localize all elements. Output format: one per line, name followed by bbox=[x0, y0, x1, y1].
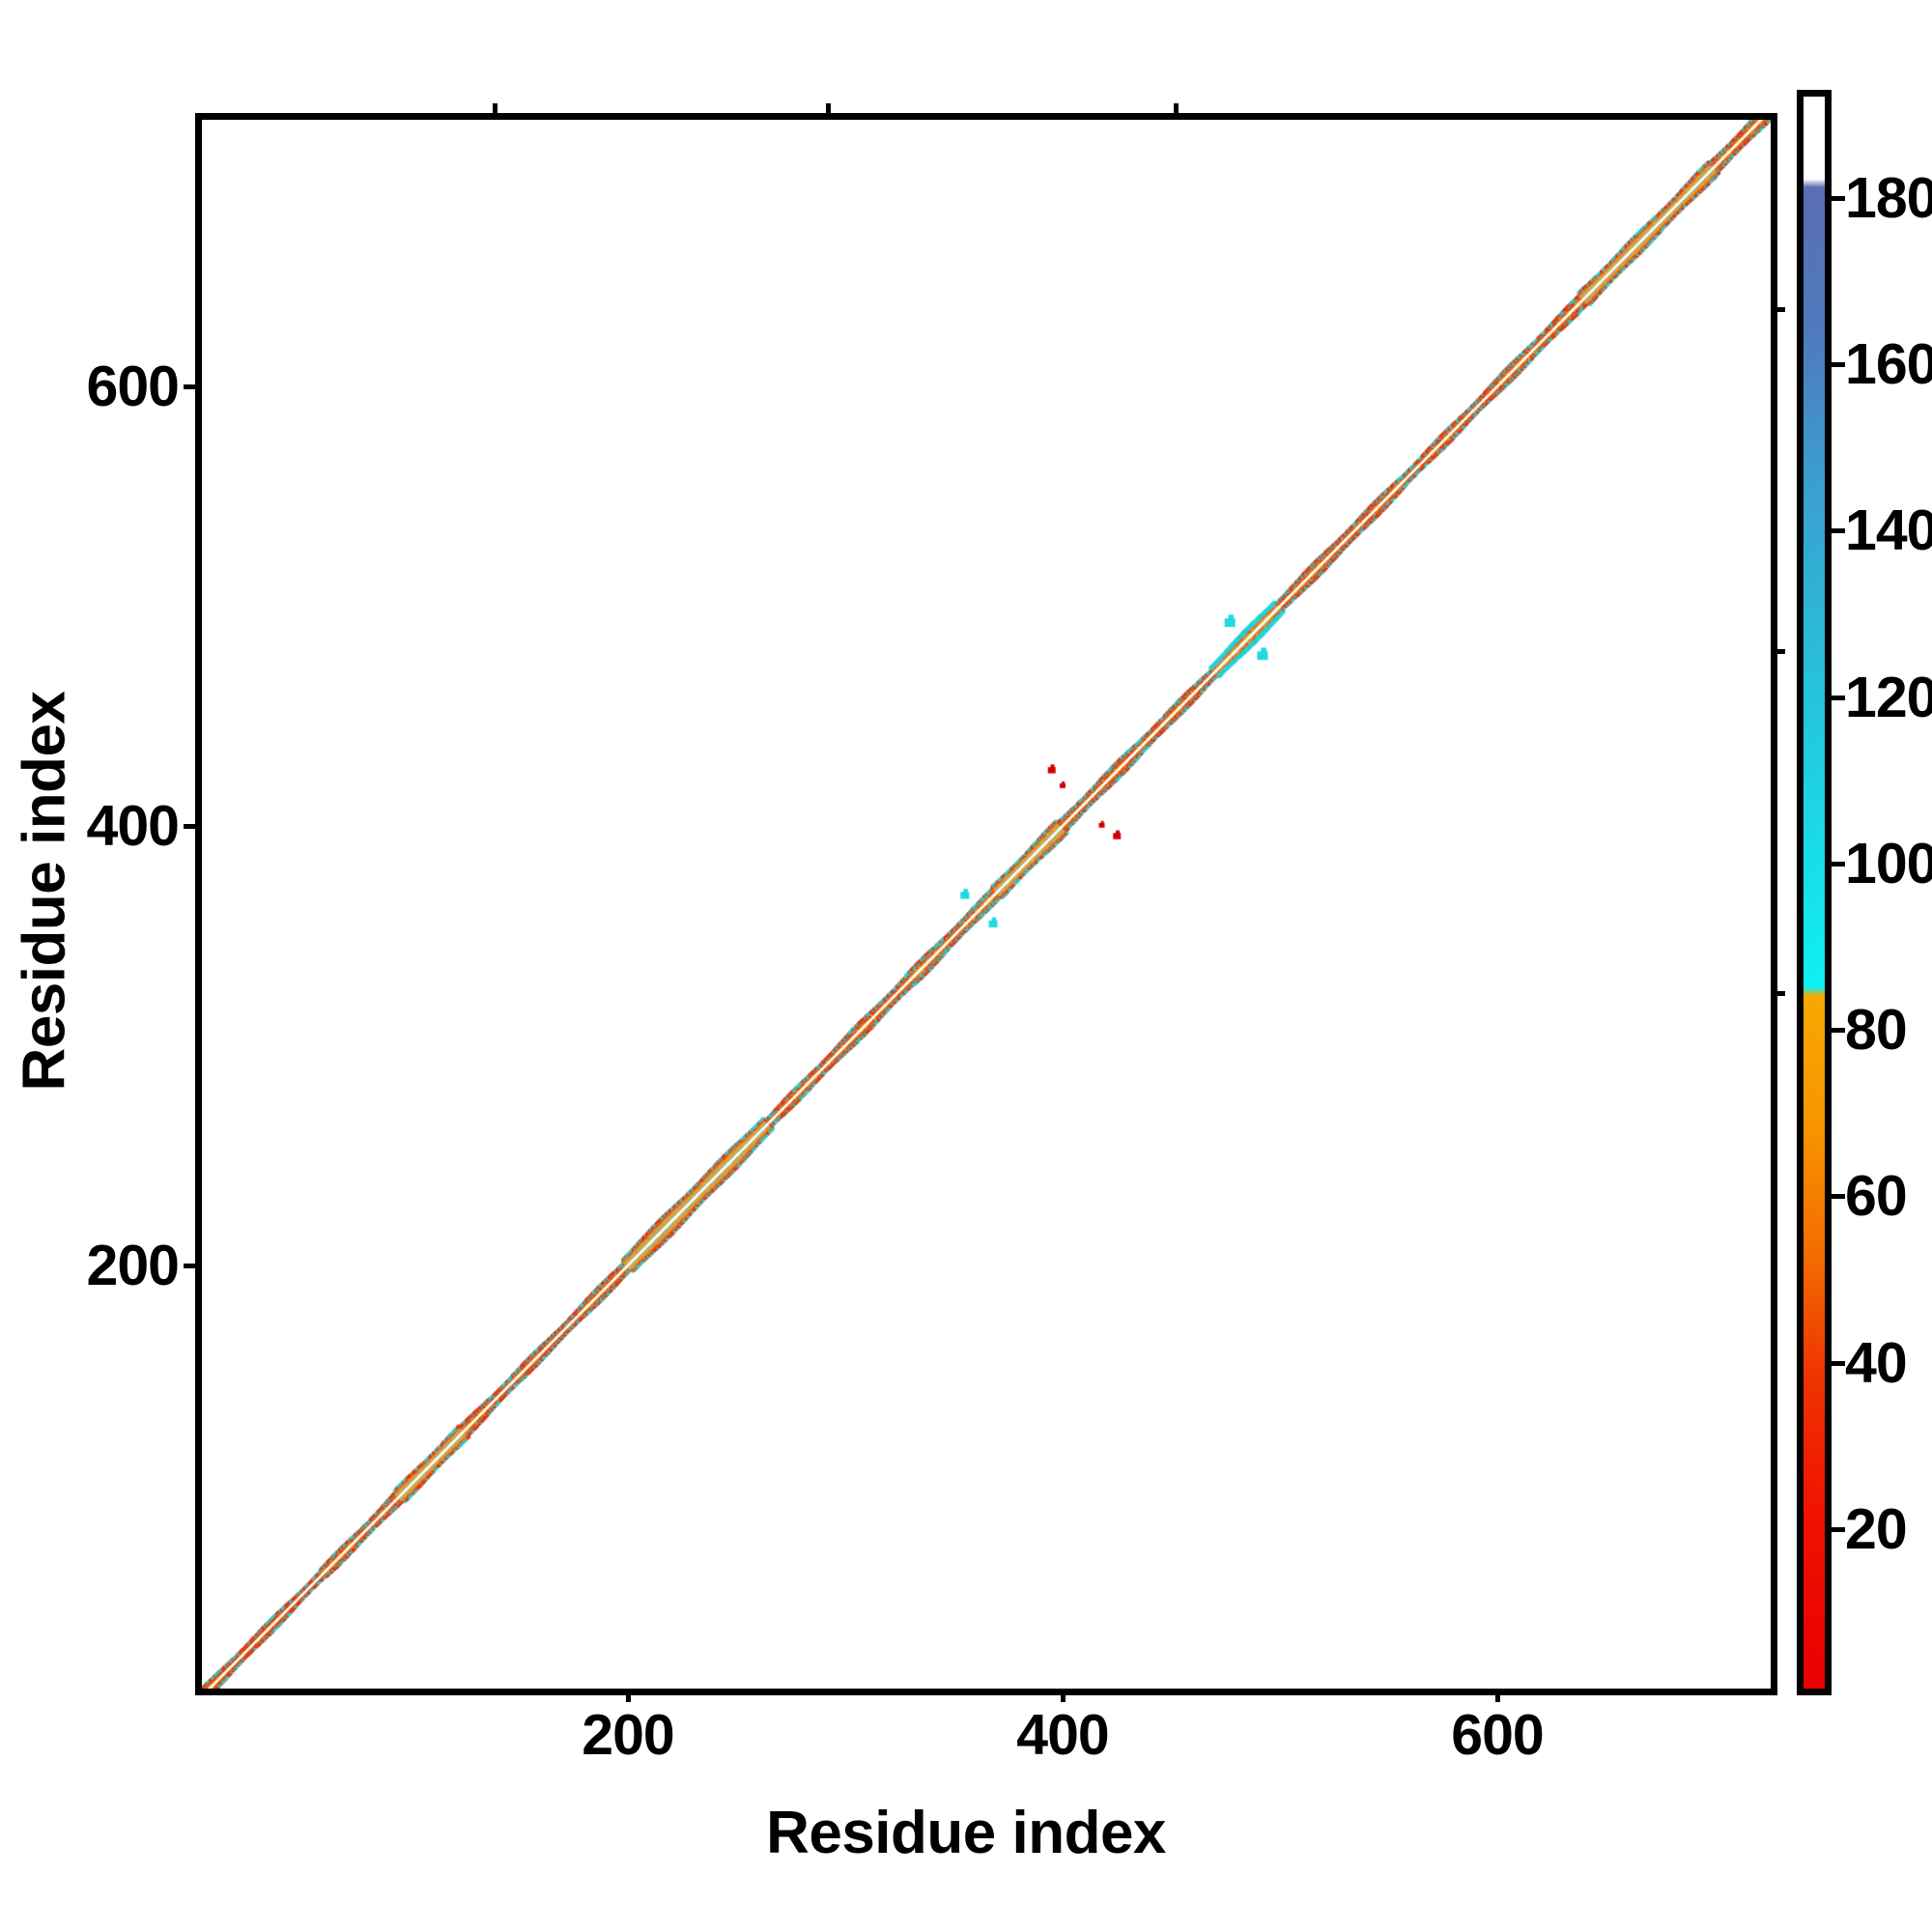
y-tick-label-600: 600 bbox=[86, 355, 180, 418]
y-tick-label-400: 400 bbox=[86, 794, 180, 858]
colorbar-tick-label-140: 140 bbox=[1845, 498, 1932, 563]
colorbar-tick-mark-60 bbox=[1832, 1194, 1845, 1200]
colorbar-tick-label-100: 100 bbox=[1845, 831, 1932, 895]
x-tick-mark-top-2 bbox=[1174, 103, 1179, 115]
colorbar-tick-mark-120 bbox=[1832, 695, 1845, 700]
colorbar-gradient bbox=[1804, 97, 1825, 1689]
y-tick-mark-200 bbox=[184, 1264, 197, 1268]
colorbar-tick-mark-140 bbox=[1832, 528, 1845, 534]
colorbar-tick-label-180: 180 bbox=[1845, 165, 1932, 230]
colorbar-tick-label-160: 160 bbox=[1845, 332, 1932, 397]
plot-area bbox=[195, 113, 1777, 1695]
colorbar-tick-label-80: 80 bbox=[1845, 998, 1908, 1063]
x-tick-mark-400 bbox=[1061, 1689, 1065, 1702]
y-tick-mark-600 bbox=[184, 384, 197, 389]
colorbar-tick-mark-180 bbox=[1832, 195, 1845, 201]
y-tick-mark-right-0 bbox=[1774, 307, 1785, 312]
colorbar-tick-label-60: 60 bbox=[1845, 1164, 1908, 1229]
contact-map-canvas bbox=[202, 120, 1771, 1689]
colorbar-tick-mark-80 bbox=[1832, 1028, 1845, 1034]
colorbar-tick-mark-40 bbox=[1832, 1360, 1845, 1366]
x-tick-label-200: 200 bbox=[582, 1703, 674, 1767]
colorbar-tick-mark-20 bbox=[1832, 1526, 1845, 1532]
x-tick-label-400: 400 bbox=[1016, 1703, 1109, 1767]
x-tick-mark-top-0 bbox=[493, 103, 497, 115]
x-tick-mark-top-1 bbox=[826, 103, 831, 115]
x-tick-label-600: 600 bbox=[1451, 1703, 1544, 1767]
y-tick-label-200: 200 bbox=[86, 1234, 180, 1297]
y-tick-mark-right-1 bbox=[1774, 649, 1785, 654]
colorbar bbox=[1797, 90, 1832, 1695]
y-axis-title: Residue index bbox=[11, 691, 78, 1092]
colorbar-tick-mark-100 bbox=[1832, 861, 1845, 867]
colorbar-tick-label-120: 120 bbox=[1845, 665, 1932, 729]
y-tick-mark-400 bbox=[184, 824, 197, 829]
y-tick-mark-right-2 bbox=[1774, 991, 1785, 996]
colorbar-tick-label-20: 20 bbox=[1845, 1496, 1908, 1561]
x-tick-mark-200 bbox=[626, 1689, 631, 1702]
colorbar-tick-label-40: 40 bbox=[1845, 1330, 1908, 1395]
x-tick-mark-600 bbox=[1495, 1689, 1500, 1702]
x-axis-title: Residue index bbox=[766, 1800, 1166, 1866]
colorbar-tick-mark-160 bbox=[1832, 362, 1845, 368]
